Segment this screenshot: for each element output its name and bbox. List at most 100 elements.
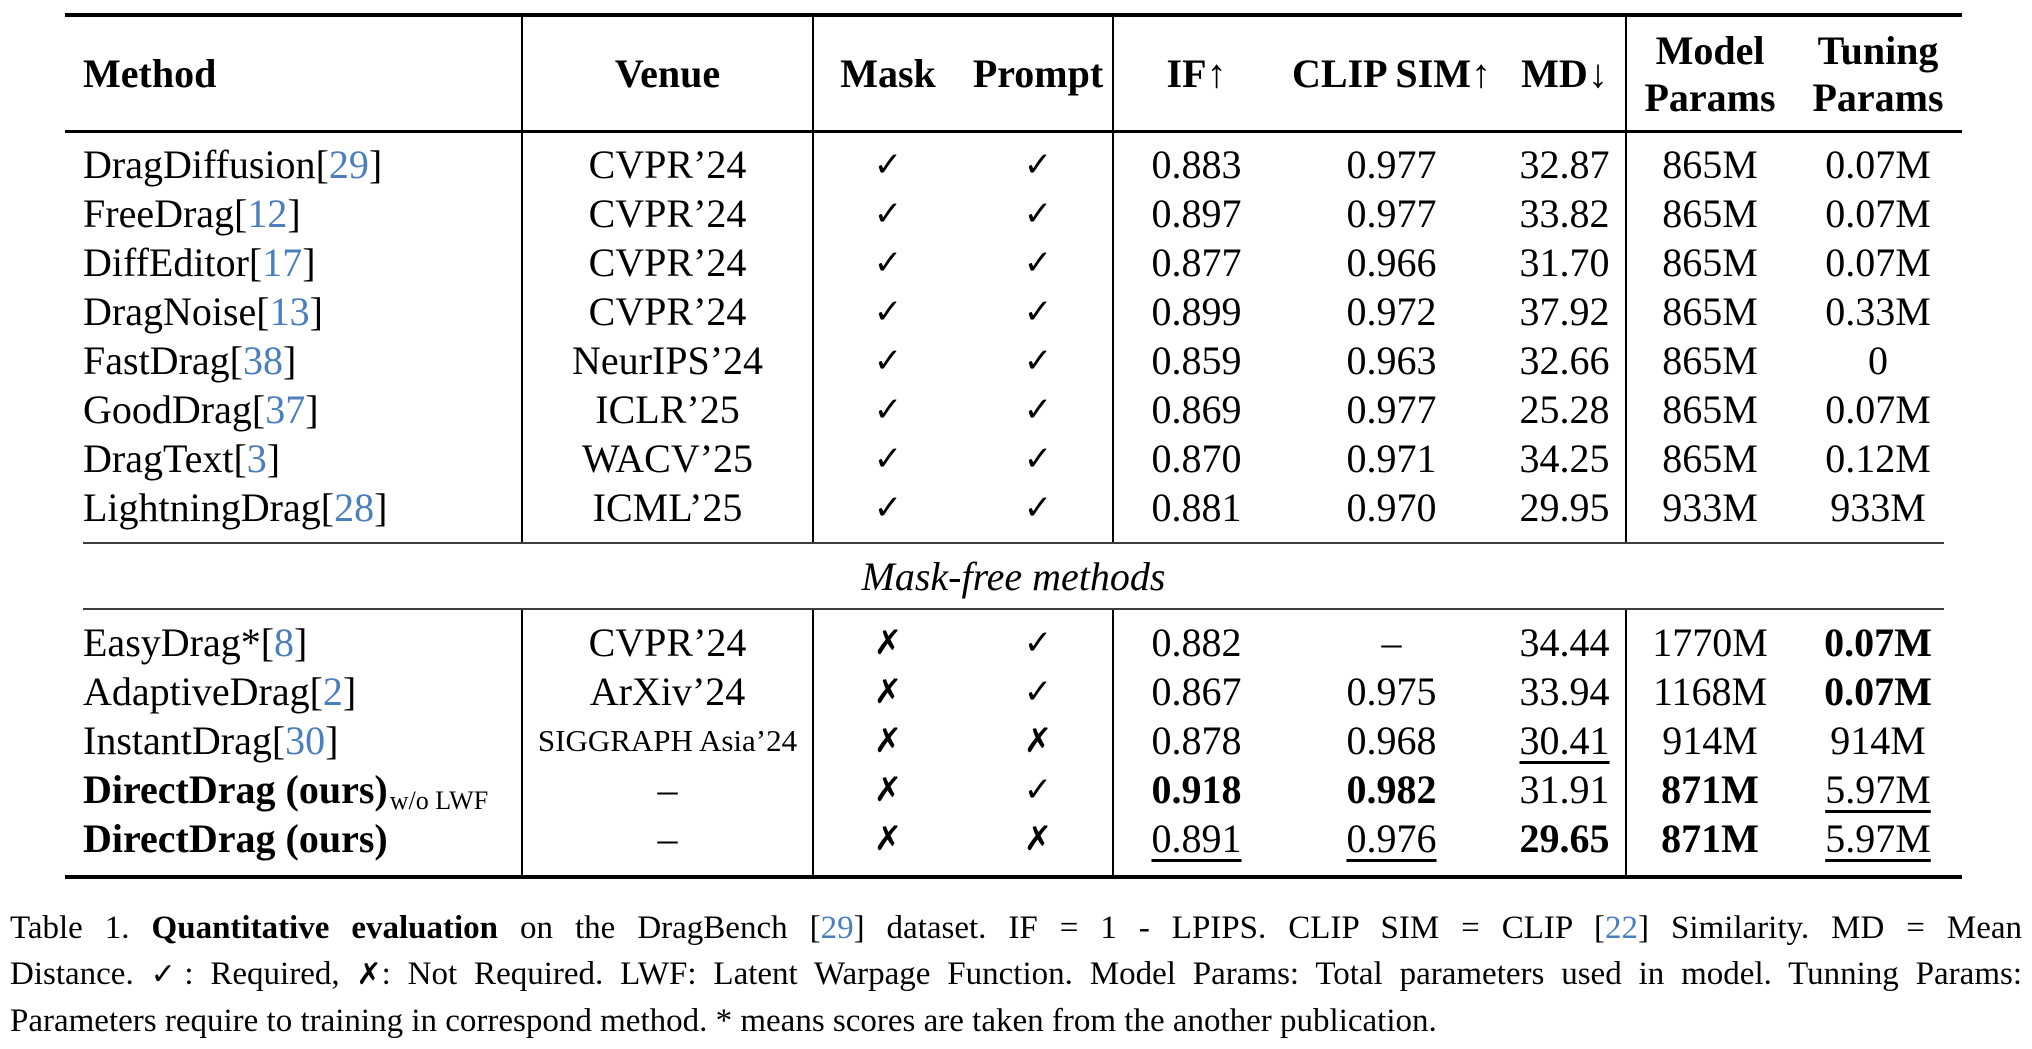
cross-icon: ✗ (356, 957, 382, 992)
header-tuning-params-line2: Params (1812, 74, 1944, 120)
metric-value: 865M (1662, 289, 1758, 334)
citation-link[interactable]: 12 (247, 191, 288, 236)
check-icon: ✓ (873, 291, 903, 332)
citation-link[interactable]: 30 (285, 718, 326, 763)
if-cell: 0.918 (1113, 765, 1280, 814)
metric-value: 31.70 (1519, 240, 1610, 285)
metric-value: 0.975 (1346, 669, 1437, 714)
metric-value: 0.867 (1151, 669, 1242, 714)
column-divider (812, 133, 814, 542)
clip-sim-cell: 0.963 (1280, 336, 1503, 385)
caption-text: Parameters require to training in corres… (10, 1003, 1437, 1039)
clip-sim-cell: 0.966 (1280, 238, 1503, 287)
citation-link[interactable]: 37 (265, 387, 306, 432)
table-bottom-rule (65, 875, 1962, 879)
metric-value: 0.881 (1151, 485, 1242, 530)
venue-cell: NeurIPS’24 (522, 336, 813, 385)
metric-value: 0.883 (1151, 142, 1242, 187)
prompt-cell: ✗ (963, 814, 1113, 863)
method-name: EasyDrag* (83, 620, 261, 665)
metric-value: 29.65 (1519, 816, 1610, 861)
if-cell: 0.859 (1113, 336, 1280, 385)
header-mask: Mask (813, 17, 963, 130)
metric-value: 0.971 (1346, 436, 1437, 481)
metric-value: 32.87 (1519, 142, 1610, 187)
prompt-cell: ✓ (963, 238, 1113, 287)
if-cell: 0.883 (1113, 140, 1280, 189)
tuning-params-cell: 0.07M (1794, 618, 1962, 667)
prompt-cell: ✓ (963, 385, 1113, 434)
citation-link[interactable]: 2 (322, 669, 343, 714)
check-icon: ✓ (1023, 193, 1053, 234)
method-cell: AdaptiveDrag [2] (83, 669, 357, 714)
venue-cell: WACV’25 (522, 434, 813, 483)
header-venue-label: Venue (614, 51, 721, 96)
metric-value: 0.07M (1825, 191, 1931, 236)
caption-line-1: Table 1. Quantitative evaluation on the … (10, 905, 2022, 951)
venue-text: – (657, 816, 678, 861)
clip-sim-cell: 0.982 (1280, 765, 1503, 814)
venue-text: ICLR’25 (595, 387, 740, 432)
metric-value: 0.877 (1151, 240, 1242, 285)
if-cell: 0.869 (1113, 385, 1280, 434)
citation-link[interactable]: 17 (262, 240, 303, 285)
metric-value: 1770M (1652, 620, 1768, 665)
method-name: AdaptiveDrag (83, 669, 310, 714)
venue-cell: ArXiv’24 (522, 667, 813, 716)
if-cell: 0.881 (1113, 483, 1280, 532)
method-cell: LightningDrag [28] (83, 485, 388, 530)
tuning-params-cell: 5.97M (1794, 814, 1962, 863)
method-name: FastDrag (83, 338, 230, 383)
table-header: Method Venue Mask Prompt IF↑ CLIP SIM↑ M… (65, 17, 1962, 130)
citation-link[interactable]: 3 (246, 436, 267, 481)
citation-link[interactable]: 22 (1605, 910, 1639, 946)
citation-link[interactable]: 8 (274, 620, 295, 665)
method-name: DragNoise (83, 289, 257, 334)
metric-value: 0.976 (1346, 816, 1437, 861)
md-cell: 32.87 (1503, 140, 1626, 189)
citation-link[interactable]: 29 (328, 142, 369, 187)
metric-value: 0.859 (1151, 338, 1242, 383)
citation-link[interactable]: 28 (334, 485, 375, 530)
check-icon: ✓ (1023, 144, 1053, 185)
caption-text: ] dataset. IF = 1 - LPIPS. CLIP SIM = CL… (853, 910, 1606, 946)
header-if: IF↑ (1113, 17, 1280, 130)
mask-based-methods-section: DragDiffusion [29] CVPR’24 ✓ ✓ 0.883 0.977 32.… (65, 133, 1962, 542)
metric-value: 34.44 (1519, 620, 1610, 665)
venue-cell: CVPR’24 (522, 140, 813, 189)
header-clip-sim-label: CLIP SIM↑ (1292, 51, 1491, 96)
metric-value: 933M (1830, 485, 1926, 530)
tuning-params-cell: 5.97M (1794, 765, 1962, 814)
citation-link[interactable]: 29 (820, 910, 854, 946)
cross-icon: ✗ (873, 769, 903, 810)
citation-link[interactable]: 13 (269, 289, 310, 334)
clip-sim-cell: 0.975 (1280, 667, 1503, 716)
venue-text: CVPR’24 (588, 142, 747, 187)
tuning-params-cell: 0.07M (1794, 385, 1962, 434)
prompt-cell: ✓ (963, 618, 1113, 667)
metric-value: 0 (1868, 338, 1888, 383)
clip-sim-cell: 0.971 (1280, 434, 1503, 483)
section-label: Mask-free methods (861, 553, 1166, 599)
metric-value: 0.882 (1151, 620, 1242, 665)
metric-value: 865M (1662, 191, 1758, 236)
citation-link[interactable]: 38 (242, 338, 283, 383)
metric-value: 5.97M (1825, 816, 1931, 861)
md-cell: 31.91 (1503, 765, 1626, 814)
venue-text: SIGGRAPH Asia’24 (537, 722, 798, 758)
check-icon: ✓ (873, 193, 903, 234)
table-caption: Table 1. Quantitative evaluation on the … (10, 905, 2022, 1044)
metric-value: 0.12M (1825, 436, 1931, 481)
md-cell: 33.82 (1503, 189, 1626, 238)
prompt-cell: ✓ (963, 189, 1113, 238)
caption-text: Table 1. (10, 910, 152, 946)
metric-value: 29.95 (1519, 485, 1610, 530)
metric-value: 0.968 (1346, 718, 1437, 763)
model-params-cell: 865M (1626, 287, 1794, 336)
if-cell: 0.867 (1113, 667, 1280, 716)
column-divider (521, 17, 523, 130)
method-cell: InstantDrag [30] (83, 718, 339, 763)
prompt-cell: ✓ (963, 765, 1113, 814)
method-cell: DragNoise [13] (83, 289, 323, 334)
model-params-cell: 1168M (1626, 667, 1794, 716)
